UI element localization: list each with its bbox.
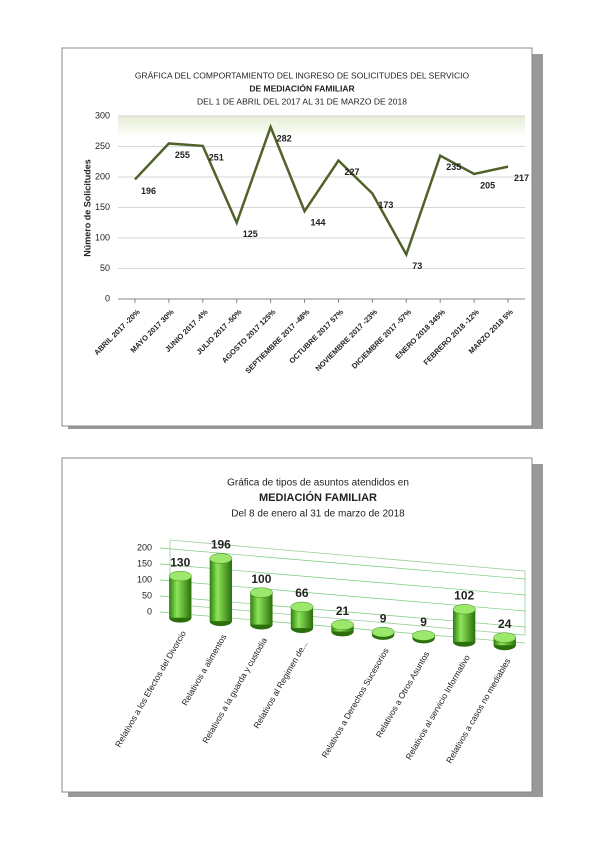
chart-subtitle: MEDIACIÓN FAMILIAR [259,491,377,504]
data-label: 255 [175,150,190,160]
grid-line [159,547,526,580]
data-label: 217 [514,173,529,183]
data-label: 9 [380,611,387,625]
y-tick-label: 200 [137,542,152,552]
data-label: 173 [378,200,393,210]
bar-body [169,576,192,618]
data-label: 66 [295,586,309,600]
y-axis-label: Número de Solicitudes [82,159,92,257]
bar-top [493,632,517,643]
y-tick-label: 150 [95,202,110,212]
y-tick-label: 50 [100,263,110,273]
bar-top [331,619,354,630]
bar-body [453,609,476,642]
data-label: 21 [336,604,350,618]
data-label: 235 [446,162,461,172]
bar-top [249,587,273,598]
y-tick-label: 200 [95,171,110,181]
y-tick-label: 100 [137,574,152,584]
bar-body [209,558,232,622]
data-label: 130 [170,555,190,569]
data-label: 205 [480,180,495,190]
line [134,123,509,258]
bar [452,604,476,647]
data-label: 196 [141,186,156,196]
bar [412,630,436,644]
bar [331,619,354,637]
bar-top [452,604,476,615]
y-tick-label: 0 [105,293,110,303]
data-label: 144 [311,218,326,228]
bar-body [290,606,314,629]
chart-title: GRÁFICA DEL COMPORTAMIENTO DEL INGRESO D… [135,70,470,80]
bar-body [250,592,273,625]
data-label: 196 [211,538,231,552]
chart-period: Del 8 de enero al 31 de marzo de 2018 [231,509,405,520]
bar [249,587,273,630]
bar [493,632,517,651]
bar-top [412,630,436,641]
data-label: 9 [420,615,427,629]
bar-top [168,570,192,582]
bar-top [371,626,395,638]
bar [371,626,395,640]
data-label: 73 [412,261,422,271]
y-tick-label: 150 [137,558,152,568]
data-label: 125 [243,229,258,239]
bar [290,601,314,633]
chart-subtitle: DE MEDIACIÓN FAMILIAR [249,82,354,93]
data-label: 251 [209,152,224,162]
bar-top [209,553,233,564]
chart-title: Gráfica de tipos de asuntos atendidos en [227,478,409,489]
y-tick-label: 100 [95,232,110,242]
y-tick-label: 0 [147,606,152,616]
data-label: 227 [344,167,359,177]
chart-period: DEL 1 DE ABRIL DEL 2017 AL 31 DE MARZO D… [197,96,407,106]
data-label: 282 [277,133,292,143]
data-label: 24 [498,617,512,631]
bar [168,570,192,623]
data-label: 100 [251,572,271,586]
y-tick-label: 50 [142,590,152,600]
data-label: 102 [454,588,474,602]
bar [209,553,233,627]
y-tick-label: 300 [95,110,110,120]
y-tick-label: 250 [95,141,110,151]
bar-top [290,601,314,613]
